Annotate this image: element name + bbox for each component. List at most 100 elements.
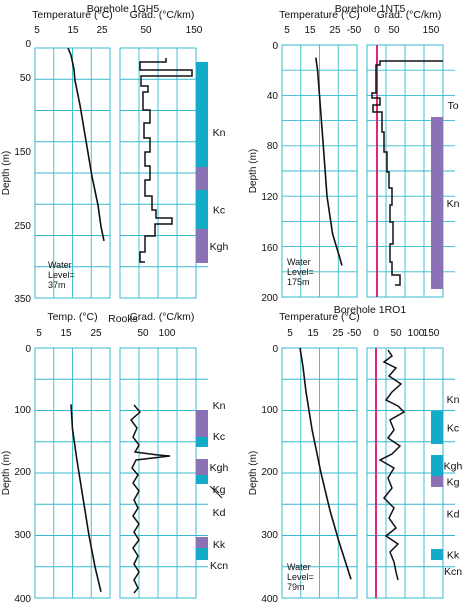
unit-label: Kn [213, 400, 226, 412]
depth-tick-label: 250 [14, 221, 31, 232]
depth-axis-title: Depth (m) [1, 451, 12, 495]
panel-rooks: Rooks Temp. (°C) Grad. (°C/km) 5 15 25 50 100 De… [1, 311, 228, 605]
unit-bar [196, 459, 208, 475]
unit-label: Kn [447, 394, 460, 406]
unit-label: Kgh [444, 461, 463, 473]
unit-label: Kgh [210, 241, 229, 253]
depth-tick-label: 50 [20, 73, 32, 84]
water-level-note: Water [287, 562, 311, 572]
depth-tick-label: 0 [272, 41, 278, 52]
depth-axis-title: Depth (m) [248, 149, 259, 193]
panel-title: Borehole 1GH5 [87, 3, 160, 15]
temperature-curve [67, 47, 105, 242]
gradient-axis-title: Grad. (°C/km) [377, 9, 442, 21]
depth-tick-label: 80 [267, 141, 279, 152]
unit-bar [196, 190, 208, 229]
grad-tick-label: -50 [347, 25, 362, 36]
temperature-curve [70, 404, 102, 592]
grad-tick-label: 100 [408, 328, 425, 339]
water-level-note: Level= [287, 267, 314, 277]
grad-tick-label: 100 [159, 328, 176, 339]
depth-tick-label: 120 [261, 192, 278, 203]
grad-tick-label: 150 [423, 25, 440, 36]
temp-tick-label: 25 [96, 25, 108, 36]
unit-label: Kk [447, 550, 460, 562]
depth-tick-label: 0 [272, 344, 278, 355]
temperature-axis-title: Temperature (°C) [32, 9, 113, 21]
grad-tick-label: 50 [388, 25, 400, 36]
depth-axis-title: Depth (m) [1, 151, 12, 195]
unit-bar [196, 62, 208, 167]
gradient-profile [139, 58, 193, 263]
unit-bar [431, 455, 443, 476]
depth-tick-label: 40 [267, 91, 279, 102]
temp-tick-label: 5 [287, 328, 293, 339]
panel-title: Rooks [108, 313, 138, 325]
kg-leader [209, 485, 223, 499]
temperature-axis-title: Temp. (°C) [47, 311, 97, 323]
unit-bar [431, 117, 443, 289]
temp-tick-label: 25 [332, 328, 344, 339]
water-level-note: 79m [287, 582, 305, 592]
unit-label: Kg [447, 477, 460, 489]
water-level-note: 175m [287, 277, 310, 287]
unit-label: Kn [213, 127, 226, 139]
temp-tick-label: 25 [329, 25, 341, 36]
unit-bar [196, 537, 208, 548]
water-level-note: Water [48, 260, 72, 270]
water-level-note: Level= [48, 270, 75, 280]
unit-bar [431, 549, 443, 560]
depth-tick-label: 160 [261, 243, 278, 254]
panel-title: Borehole 1NT5 [335, 3, 406, 15]
temperature-curve [299, 347, 352, 580]
depth-tick-label: 200 [14, 467, 31, 478]
unit-label: Kn [447, 198, 460, 210]
depth-tick-label: 100 [14, 405, 31, 416]
unit-label: Kc [447, 423, 459, 435]
temp-tick-label: 15 [307, 328, 319, 339]
depth-tick-label: 100 [261, 405, 278, 416]
temp-tick-label: 5 [36, 328, 42, 339]
grad-tick-label: 0 [374, 25, 380, 36]
gradient-axis-title: Grad. (°C/km) [130, 9, 195, 21]
grad-tick-label: 150 [423, 328, 440, 339]
unit-label: Kk [213, 539, 226, 551]
temp-tick-label: 15 [304, 25, 316, 36]
unit-label: Kc [213, 205, 225, 217]
depth-tick-label: 150 [14, 147, 31, 158]
temp-tick-label: 5 [34, 25, 40, 36]
grad-tick-label: 50 [390, 328, 402, 339]
unit-bar [196, 167, 208, 190]
unit-bar [196, 410, 208, 437]
grad-tick-label: 0 [373, 328, 379, 339]
depth-tick-label: 200 [261, 293, 278, 304]
depth-tick-label: 400 [261, 594, 278, 605]
gradient-profile [378, 349, 406, 581]
depth-axis-title: Depth (m) [248, 451, 259, 495]
depth-tick-label: 300 [14, 530, 31, 541]
unit-bar [196, 229, 208, 263]
unit-label: Kd [447, 509, 460, 521]
water-level-note: Water [287, 257, 311, 267]
grad-tick-label: 150 [186, 25, 203, 36]
depth-tick-label: 0 [25, 39, 31, 50]
water-level-note: 37m [48, 280, 66, 290]
unit-bar [196, 475, 208, 484]
temperature-axis-title: Temperature (°C) [279, 9, 360, 21]
water-level-note: Level= [287, 572, 314, 582]
panel-title: Borehole 1RO1 [334, 304, 407, 316]
grad-tick-label: 50 [140, 25, 152, 36]
temp-tick-label: 25 [90, 328, 102, 339]
depth-tick-label: 350 [14, 294, 31, 305]
depth-tick-label: 0 [25, 344, 31, 355]
temp-tick-label: 15 [67, 25, 79, 36]
grad-tick-label: -50 [347, 328, 362, 339]
unit-label: Kd [213, 507, 226, 519]
gradient-axis-title: Grad. (°C/km) [130, 311, 195, 323]
temperature-axis-title: Temperature (°C) [279, 311, 360, 323]
temperature-curve [315, 57, 343, 266]
gradient-profile [129, 404, 171, 594]
